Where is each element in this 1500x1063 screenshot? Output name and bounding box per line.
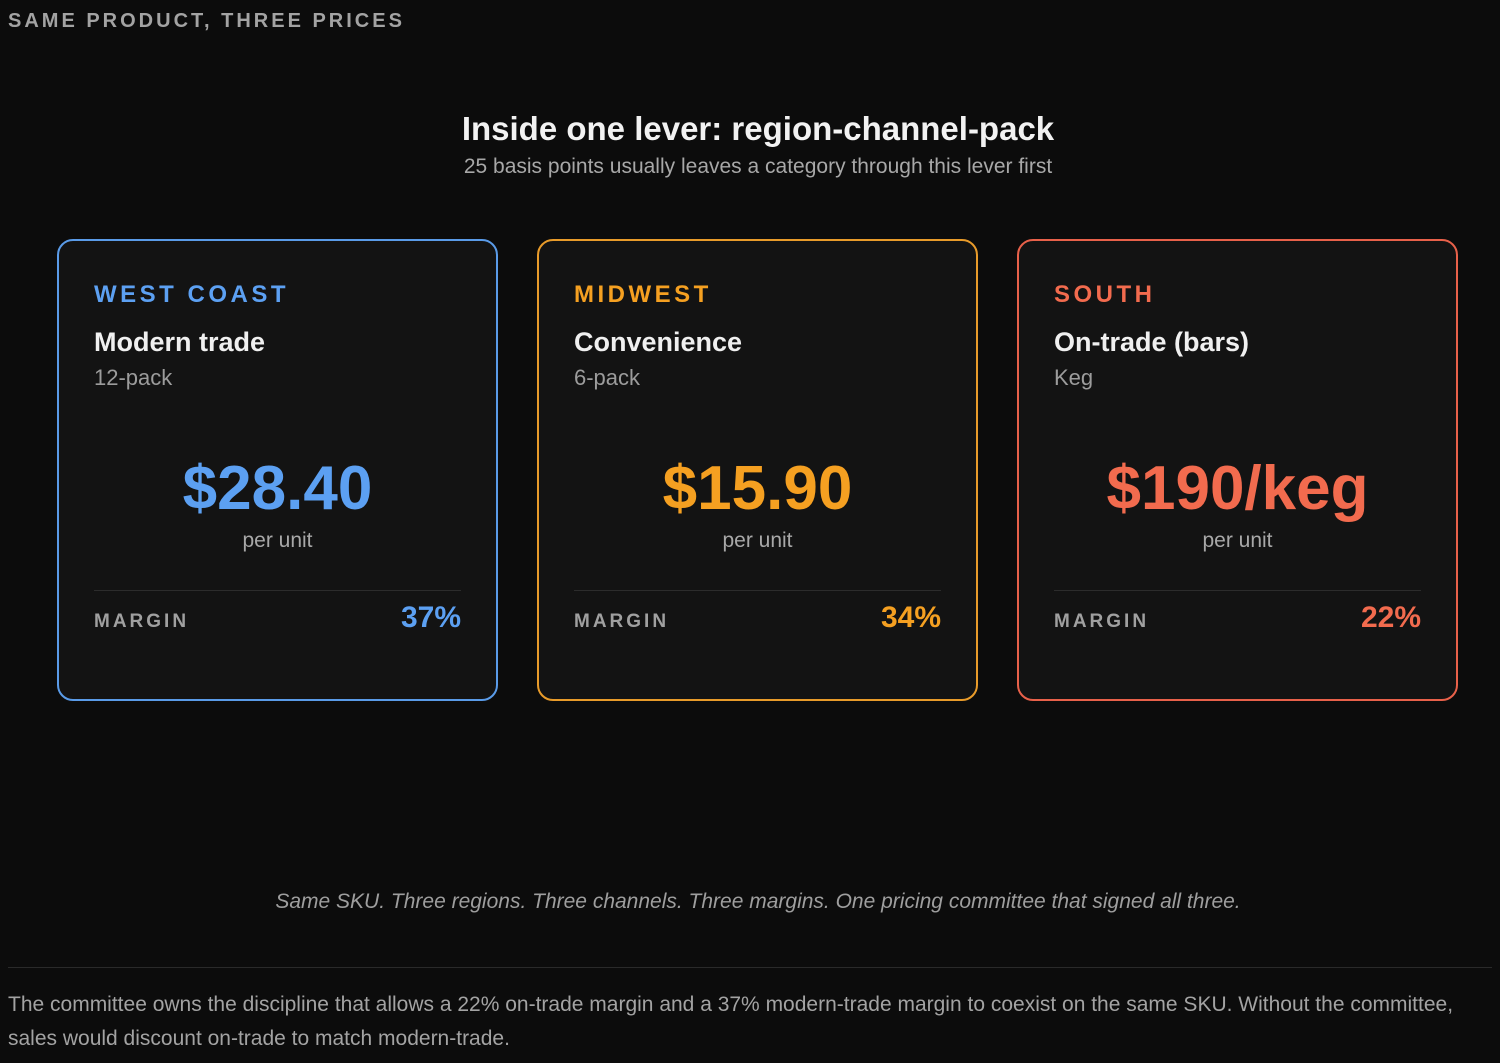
card-margin-label: MARGIN bbox=[94, 611, 190, 632]
page-title: Inside one lever: region-channel-pack bbox=[461, 110, 1055, 147]
card-region: WEST COAST bbox=[94, 281, 289, 308]
card-price-unit: per unit bbox=[722, 529, 793, 552]
card-margin-value: 22% bbox=[1360, 601, 1421, 634]
card-region: SOUTH bbox=[1054, 281, 1156, 308]
price-card-south: SOUTH On-trade (bars) Keg $190/keg per u… bbox=[1017, 239, 1458, 701]
caption: Same SKU. Three regions. Three channels.… bbox=[275, 890, 1241, 913]
card-divider bbox=[574, 590, 941, 591]
card-region: MIDWEST bbox=[574, 281, 712, 308]
card-divider bbox=[1054, 590, 1421, 591]
footer-divider bbox=[8, 967, 1492, 968]
card-price-unit: per unit bbox=[1202, 529, 1273, 552]
header: Inside one lever: region-channel-pack 25… bbox=[0, 108, 1500, 180]
card-pack: Keg bbox=[1054, 365, 1094, 390]
card-divider bbox=[94, 590, 461, 591]
eyebrow-label: SAME PRODUCT, THREE PRICES bbox=[8, 10, 405, 32]
footer-note: The committee owns the discipline that a… bbox=[8, 993, 1454, 1050]
card-price: $15.90 bbox=[662, 454, 853, 523]
card-pack: 12-pack bbox=[94, 365, 173, 390]
card-margin-label: MARGIN bbox=[574, 611, 670, 632]
card-pack: 6-pack bbox=[574, 365, 641, 390]
price-card-midwest: MIDWEST Convenience 6-pack $15.90 per un… bbox=[537, 239, 978, 701]
card-channel: Modern trade bbox=[94, 327, 266, 357]
card-channel: Convenience bbox=[574, 327, 743, 357]
page-subtitle: 25 basis points usually leaves a categor… bbox=[463, 155, 1053, 178]
card-price-unit: per unit bbox=[242, 529, 313, 552]
card-margin-label: MARGIN bbox=[1054, 611, 1150, 632]
card-margin-value: 34% bbox=[880, 601, 941, 634]
card-channel: On-trade (bars) bbox=[1054, 327, 1250, 357]
card-margin-value: 37% bbox=[400, 601, 461, 634]
price-card-west-coast: WEST COAST Modern trade 12-pack $28.40 p… bbox=[57, 239, 498, 701]
card-price: $190/keg bbox=[1106, 454, 1369, 523]
card-price: $28.40 bbox=[182, 454, 373, 523]
